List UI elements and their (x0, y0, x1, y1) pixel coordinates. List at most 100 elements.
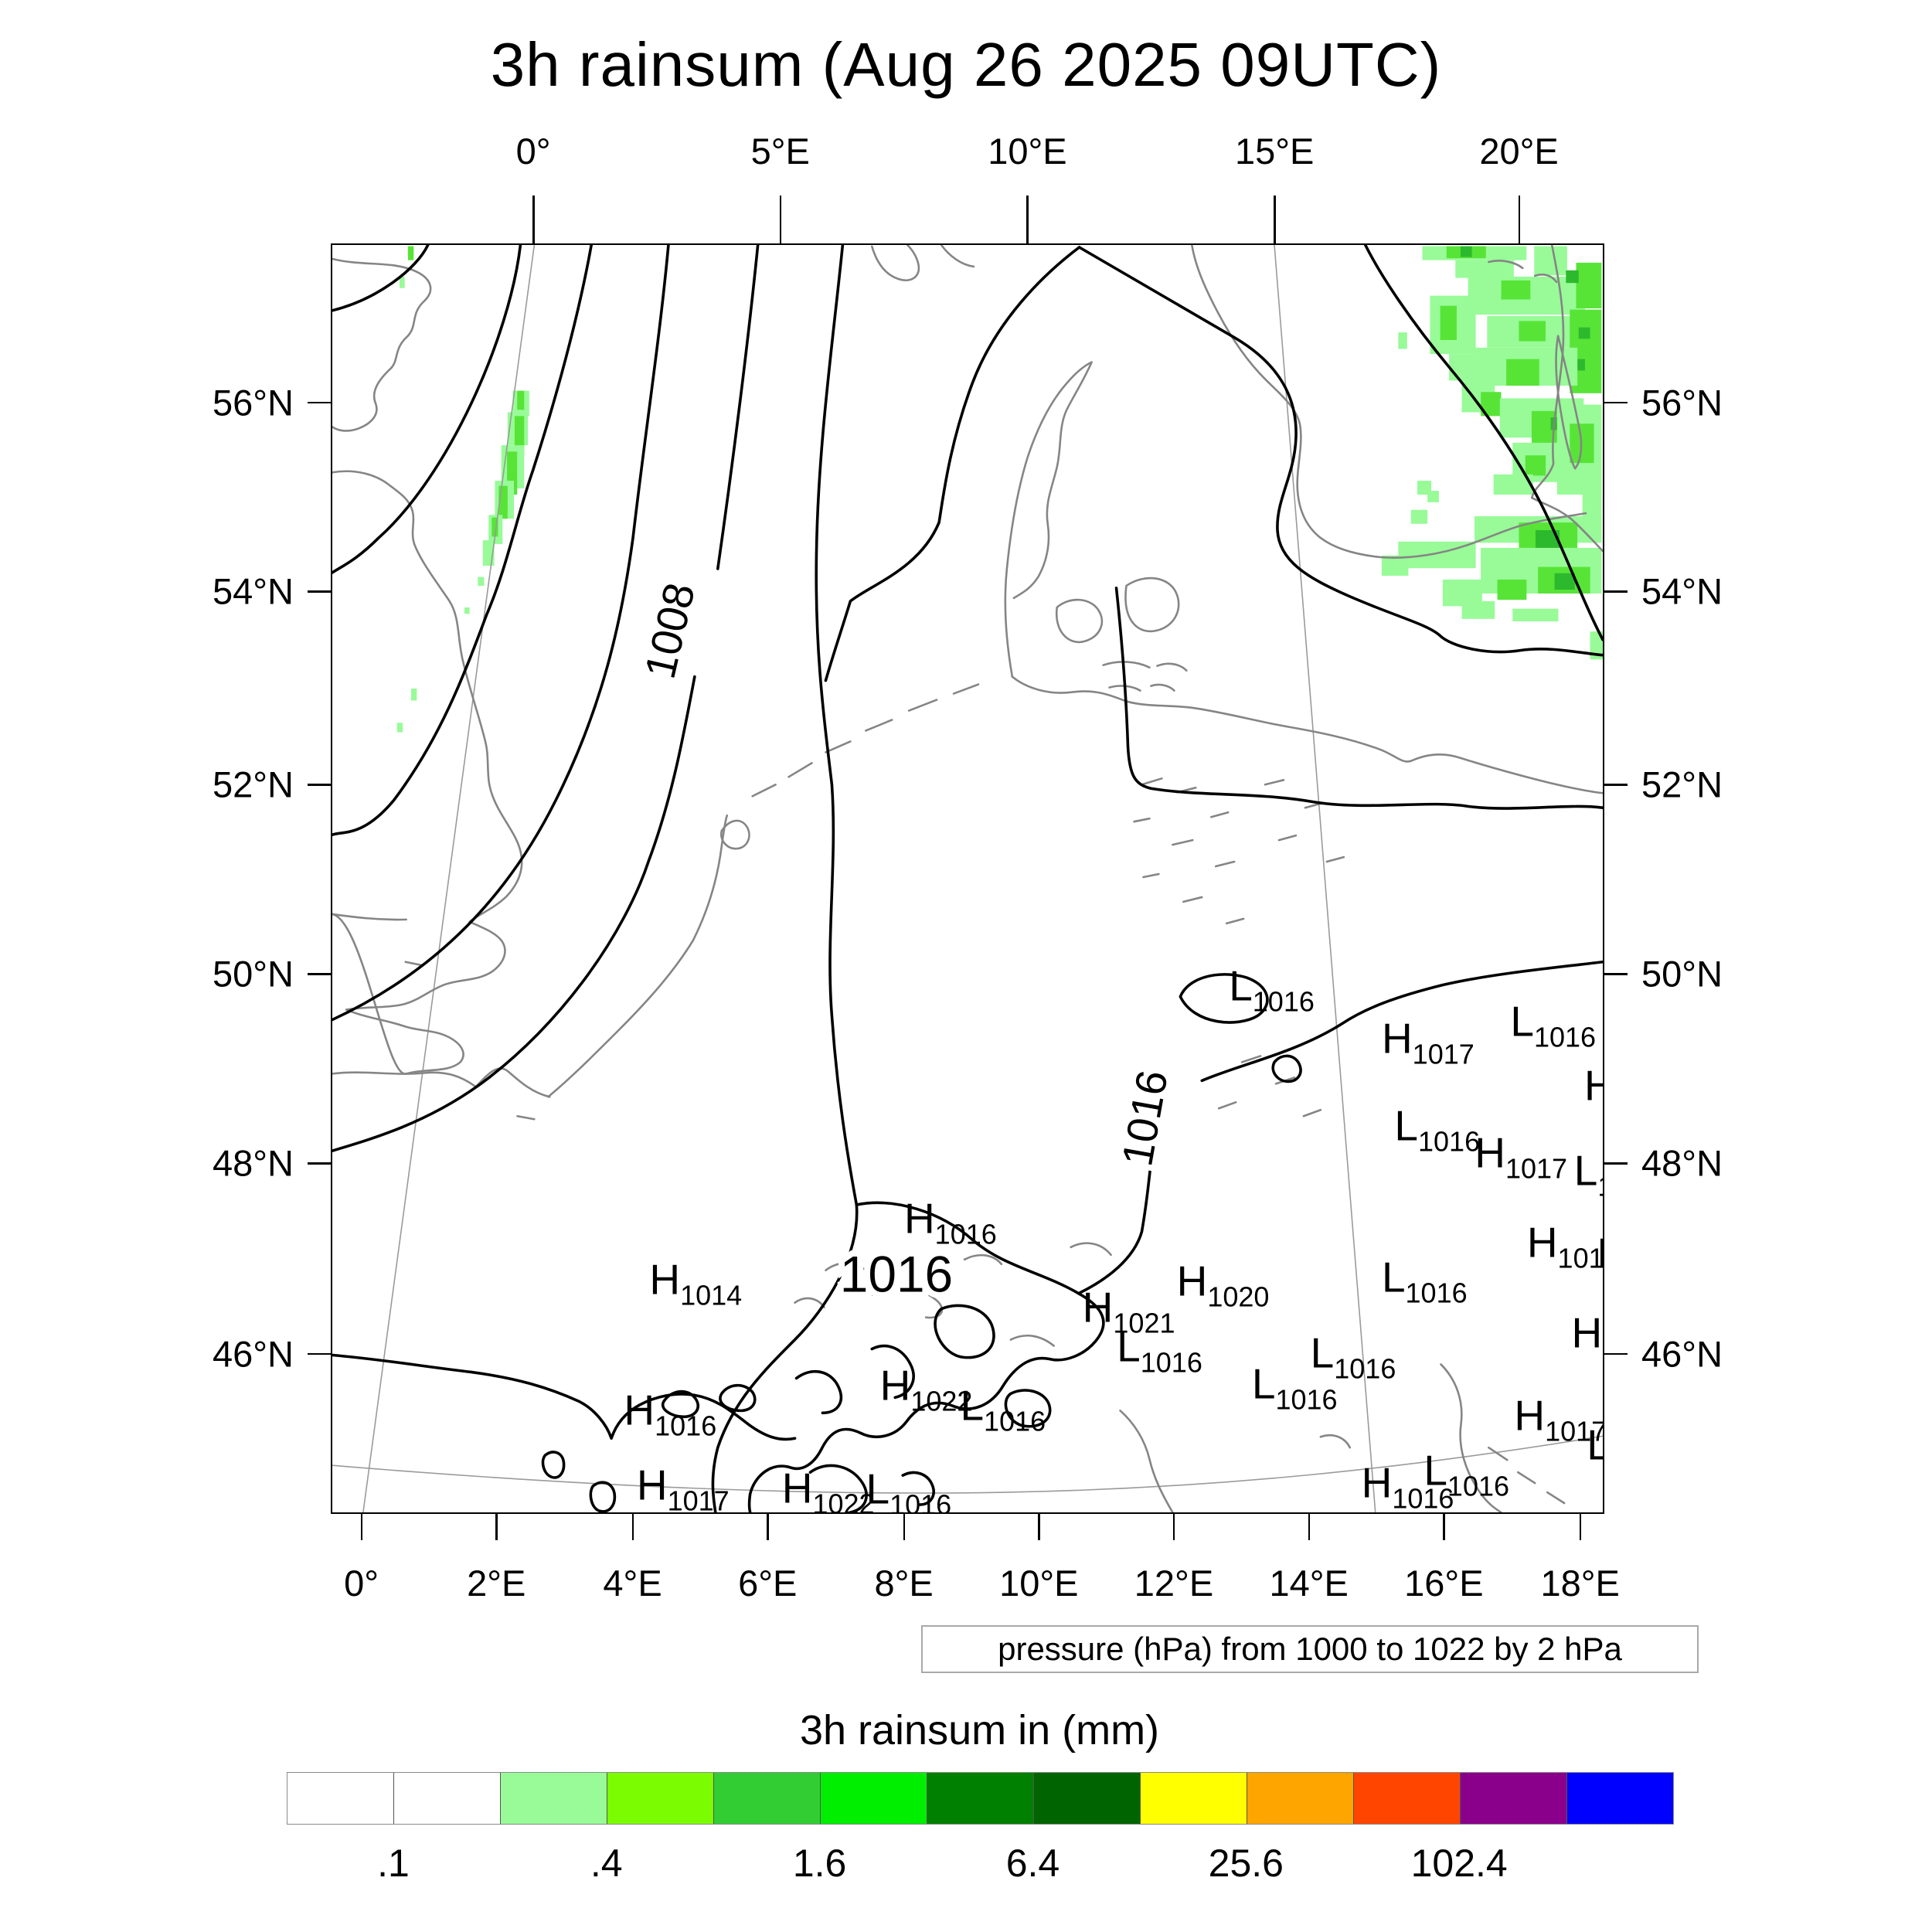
top-axis-tick (1026, 196, 1029, 243)
bottom-axis-tick (631, 1514, 634, 1540)
rain-cell (1398, 332, 1407, 349)
coastline-path (1555, 335, 1583, 470)
right-axis-tick (1604, 784, 1628, 786)
bottom-axis-tick (1443, 1514, 1445, 1540)
right-axis-tick (1604, 1162, 1628, 1165)
rain-cell (1455, 260, 1514, 278)
legend-color-cell (393, 1773, 500, 1824)
pressure-value: 1016 (655, 1410, 717, 1443)
rain-raster-layer (396, 246, 1603, 733)
low-pressure-marker: L1016 (1423, 1449, 1509, 1500)
rain-cell (478, 577, 485, 587)
right-axis-tick (1604, 401, 1628, 403)
top-axis-label: 20°E (1479, 131, 1559, 172)
rain-cell (410, 689, 417, 701)
left-axis-tick (308, 784, 331, 786)
legend-colorbar (287, 1772, 1674, 1825)
rain-cell (407, 246, 414, 260)
high-pressure-marker: H1014 (649, 1258, 743, 1311)
coastline-path (1055, 598, 1104, 644)
right-axis-label: 48°N (1641, 1142, 1723, 1184)
pressure-contour (1004, 1389, 1052, 1428)
pressure-caption: pressure (hPa) from 1000 to 1022 by 2 hP… (921, 1625, 1699, 1673)
low-pressure-marker: L (1597, 1232, 1603, 1283)
coastline-path (1011, 675, 1603, 794)
left-axis-tick (308, 1162, 331, 1165)
coastline-path (1108, 683, 1175, 692)
pressure-letter: H (879, 1361, 911, 1410)
pressure-contour (1200, 960, 1603, 1083)
rain-cell (1519, 321, 1546, 342)
top-axis-tick (1274, 196, 1276, 243)
pressure-letter: H (1475, 1128, 1505, 1177)
rain-cell (1501, 280, 1531, 300)
rain-cell (1427, 491, 1439, 502)
legend-color-cell (1353, 1773, 1460, 1824)
bottom-axis-tick (1308, 1514, 1311, 1540)
coastline-path (332, 1067, 551, 1098)
pressure-letter: H (1381, 1014, 1413, 1063)
bottom-axis-tick (360, 1514, 363, 1540)
top-axis-tick (532, 196, 535, 243)
coastline-path (794, 1242, 1112, 1347)
high-pressure-marker: H1020 (1177, 1260, 1270, 1311)
low-pressure-marker: L1016 (1117, 1325, 1202, 1379)
pressure-value: 1016 (1140, 1346, 1202, 1379)
right-axis-tick (1604, 1352, 1628, 1355)
high-pressure-marker: H1021 (1082, 1283, 1175, 1338)
pressure-contour (747, 1201, 1105, 1512)
page-title: 3h rainsum (Aug 26 2025 09UTC) (490, 30, 1442, 99)
pressure-value: 1014 (680, 1279, 743, 1311)
coastline-path (751, 683, 980, 798)
rain-cell (1461, 600, 1495, 619)
high-pressure-marker: H1017 (637, 1464, 730, 1514)
pressure-letter: L (1394, 1101, 1419, 1150)
pressure-contour (719, 1383, 757, 1413)
pressure-value: 1016 (1418, 1125, 1481, 1158)
graticule-layer (332, 245, 1603, 1512)
rain-cell (1381, 555, 1409, 577)
pressure-value: 1016 (984, 1405, 1046, 1437)
pressure-value: 1017 (1505, 1152, 1568, 1185)
bottom-axis-label: 16°E (1404, 1563, 1484, 1604)
pressure-value: 1020 (1207, 1281, 1270, 1313)
pressure-letter: H (1571, 1308, 1603, 1357)
left-axis-label: 46°N (212, 1333, 294, 1375)
bottom-axis-label: 4°E (603, 1563, 662, 1604)
high-pressure-marker: H1017 (1527, 1222, 1603, 1273)
pressure-contour (870, 1344, 915, 1400)
legend-tick-label: 6.4 (1005, 1842, 1060, 1885)
pressure-value: 1016 (1405, 1277, 1468, 1309)
pressure-letter: H (1082, 1283, 1114, 1332)
bottom-axis-label: 18°E (1540, 1563, 1620, 1604)
pressure-value: 1017 (667, 1485, 730, 1514)
low-pressure-marker: L1016 (1510, 1001, 1596, 1052)
legend-color-cell (1033, 1773, 1140, 1824)
rain-cell (1449, 354, 1476, 381)
pressure-contour (808, 1464, 868, 1512)
rain-cell (1566, 270, 1579, 284)
coastline-path (1190, 245, 1587, 559)
left-axis-label: 52°N (212, 764, 294, 805)
high-pressure-marker: H1017 (1475, 1131, 1567, 1182)
bottom-axis-label: 12°E (1134, 1563, 1214, 1604)
legend-color-cell (1460, 1773, 1566, 1824)
pressure-contour (1077, 246, 1603, 657)
pressure-contour (1077, 1161, 1153, 1295)
legend-tick-label: 25.6 (1208, 1842, 1284, 1885)
pressure-contour (1179, 973, 1269, 1024)
legend-color-cell (927, 1773, 1033, 1824)
coastline-path (547, 814, 729, 1098)
pressure-contour (332, 245, 593, 836)
pressure-letter: L (866, 1465, 890, 1514)
bottom-axis-tick (1172, 1514, 1175, 1540)
rain-cell (1582, 484, 1602, 530)
legend-color-cell (1566, 1773, 1673, 1824)
low-pressure-marker: L1016 (1394, 1101, 1481, 1158)
high-pressure-marker: H1016 (624, 1389, 716, 1440)
pressure-value: 1016 (1252, 986, 1315, 1019)
rain-cell (1534, 246, 1567, 276)
pressure-letter: H (624, 1386, 655, 1435)
